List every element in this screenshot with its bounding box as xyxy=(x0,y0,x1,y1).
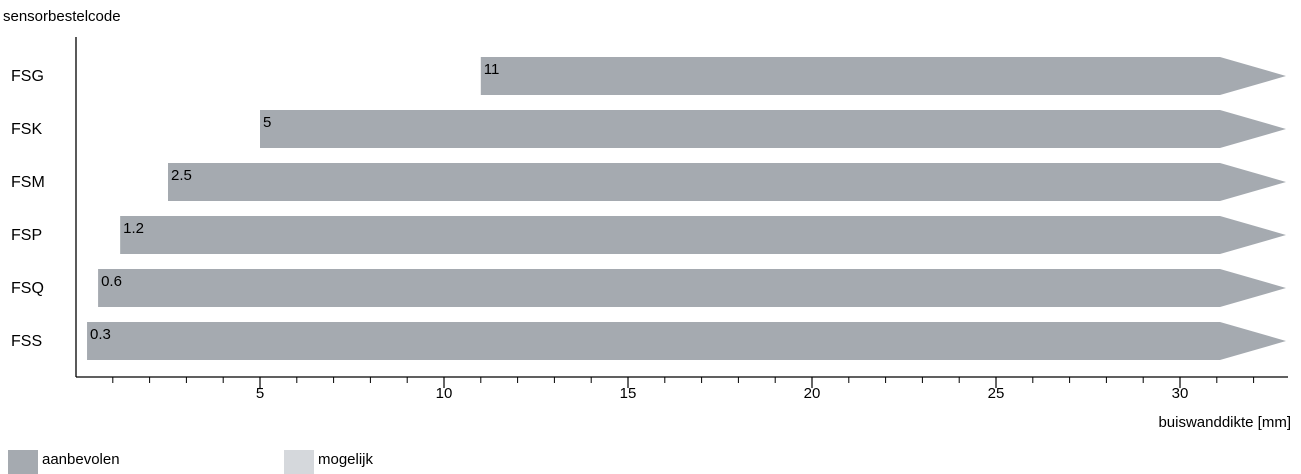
legend-swatch-recommended xyxy=(8,450,38,474)
x-tick-label: 20 xyxy=(804,385,821,402)
bar-fss xyxy=(87,322,1286,360)
bar-value-label-fsk: 5 xyxy=(263,114,271,131)
bar-value-label-fsq: 0.6 xyxy=(101,273,122,290)
category-label-fss: FSS xyxy=(11,333,42,350)
category-label-fsm: FSM xyxy=(11,174,45,191)
x-tick-label: 30 xyxy=(1172,385,1189,402)
y-axis-title: sensorbestelcode xyxy=(3,8,121,25)
x-tick-label: 5 xyxy=(256,385,264,402)
legend: aanbevolen mogelijk xyxy=(8,450,374,474)
legend-swatch-possible xyxy=(284,450,314,474)
x-axis-title: buiswanddikte [mm] xyxy=(1158,414,1291,431)
bar-fsq xyxy=(98,269,1287,307)
category-label-fsp: FSP xyxy=(11,227,42,244)
category-label-fsk: FSK xyxy=(11,121,42,138)
bars-group: FSG 11 FSK 5 FSM 2.5 FSP 1.2 FSQ 0.6 FSS 0.3 xyxy=(11,57,1287,360)
x-ticks-group: 5 10 15 20 25 30 xyxy=(112,377,1255,402)
x-tick-label: 10 xyxy=(436,385,453,402)
legend-label-possible: mogelijk xyxy=(318,451,374,468)
bar-fsk xyxy=(260,110,1286,148)
category-label-fsg: FSG xyxy=(11,68,44,85)
bar-value-label-fsp: 1.2 xyxy=(123,220,144,237)
x-tick-label: 25 xyxy=(988,385,1005,402)
bar-fsg xyxy=(480,57,1286,95)
bar-value-label-fsm: 2.5 xyxy=(171,167,192,184)
category-label-fsq: FSQ xyxy=(11,280,44,297)
bar-fsm xyxy=(168,163,1286,201)
legend-label-recommended: aanbevolen xyxy=(42,451,120,468)
bar-value-label-fsg: 11 xyxy=(484,61,500,78)
x-tick-label: 15 xyxy=(620,385,637,402)
bar-fsp xyxy=(120,216,1286,254)
bar-value-label-fss: 0.3 xyxy=(90,326,111,343)
